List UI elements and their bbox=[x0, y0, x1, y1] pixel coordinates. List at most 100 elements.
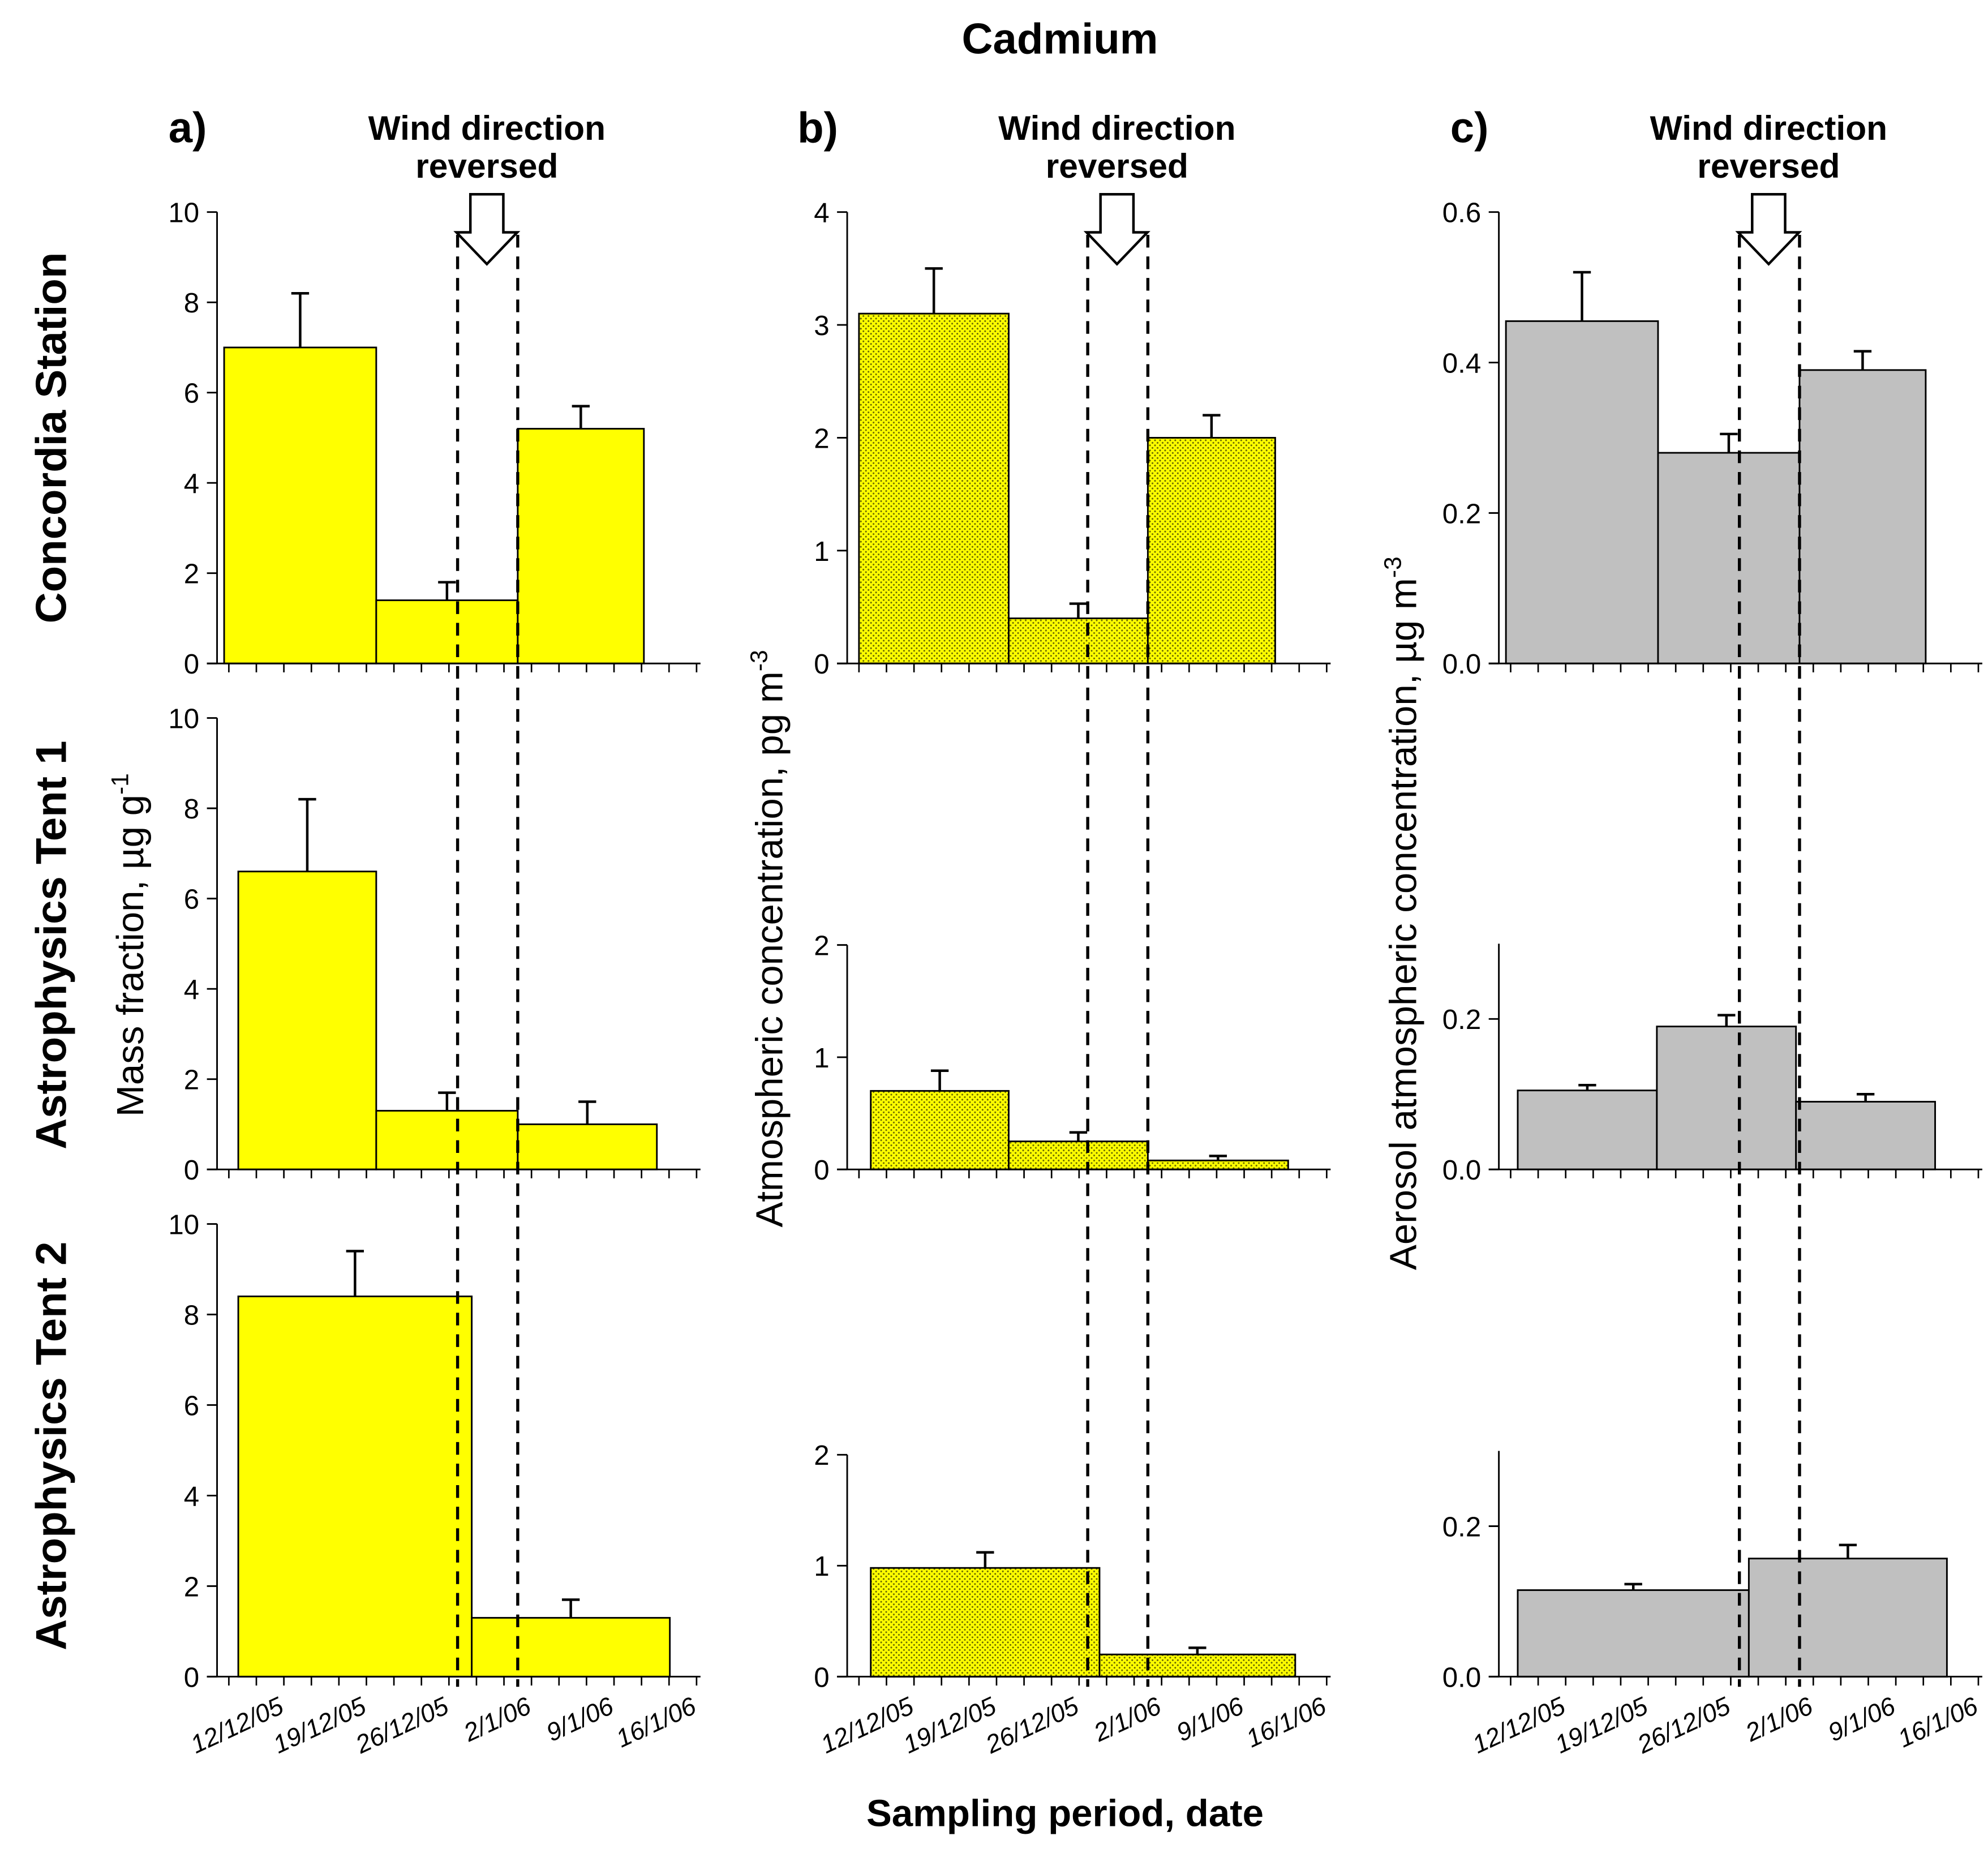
y-tick-label: 1 bbox=[814, 1551, 829, 1582]
x-tick-label: 16/1/06 bbox=[1242, 1692, 1330, 1753]
y-tick-label: 8 bbox=[184, 794, 199, 825]
bar bbox=[1795, 1101, 1937, 1170]
y-tick-label: 4 bbox=[184, 468, 199, 499]
x-tick-label: 9/1/06 bbox=[1824, 1692, 1900, 1747]
x-tick-label: 16/1/06 bbox=[1893, 1692, 1982, 1753]
y-tick-label: 4 bbox=[814, 198, 829, 229]
subplot-row-2: 0 2 4 6 8 10 bbox=[168, 704, 701, 1186]
y-tick-label: 0 bbox=[184, 649, 199, 680]
y-axis-title-text: Mass fraction, µg g bbox=[109, 795, 152, 1117]
x-tick-label: 2/1/06 bbox=[459, 1692, 535, 1747]
bar bbox=[1656, 1026, 1797, 1170]
bar bbox=[375, 1110, 519, 1170]
wind-reversal-arrow-icon bbox=[453, 193, 521, 266]
y-tick-label: 0.2 bbox=[1442, 1511, 1482, 1542]
figure-title: Cadmium bbox=[962, 15, 1158, 63]
y-tick-label: 2 bbox=[814, 1440, 829, 1471]
y-tick-label: 2 bbox=[184, 1065, 199, 1096]
y-tick-label: 0.0 bbox=[1442, 1662, 1482, 1693]
subplot-row-1: 0.0 0.2 0.4 0.6 bbox=[1442, 198, 1982, 680]
bar bbox=[471, 1616, 671, 1678]
bar bbox=[517, 428, 645, 664]
bar bbox=[1657, 452, 1801, 664]
y-axis-title-text: Atmospheric concentration, pg m bbox=[748, 671, 791, 1227]
bar bbox=[1008, 617, 1149, 664]
y-tick-label: 10 bbox=[168, 198, 199, 229]
y-tick-label: 0.4 bbox=[1442, 348, 1482, 379]
x-tick-label: 2/1/06 bbox=[1089, 1692, 1165, 1747]
y-axis-title-superscript: -3 bbox=[1380, 556, 1407, 578]
y-tick-label: 2 bbox=[184, 559, 199, 590]
bar bbox=[1517, 1090, 1658, 1170]
x-tick-label: 9/1/06 bbox=[1172, 1692, 1248, 1747]
y-tick-label: 0 bbox=[814, 649, 829, 680]
x-tick-label: 12/12/05 bbox=[817, 1691, 918, 1759]
y-axis-title: Aerosol atmospheric concentration, µg m-… bbox=[1380, 556, 1425, 1270]
annotation-line-1: Wind direction bbox=[368, 109, 606, 147]
row-label: Astrophysics Tent 2 bbox=[28, 1241, 76, 1650]
y-tick-label: 4 bbox=[184, 974, 199, 1005]
y-tick-label: 0.2 bbox=[1442, 498, 1482, 529]
panel-letter: a) bbox=[169, 104, 207, 152]
panel-letter: b) bbox=[797, 104, 838, 152]
row-label: Astrophysics Tent 1 bbox=[28, 740, 76, 1149]
y-axis-title: Mass fraction, µg g-1 bbox=[106, 773, 152, 1117]
y-tick-label: 1 bbox=[814, 1043, 829, 1074]
bar bbox=[1517, 1589, 1750, 1678]
bar bbox=[517, 1123, 658, 1170]
annotation-line-2: reversed bbox=[1046, 147, 1188, 185]
y-tick-label: 10 bbox=[168, 1209, 199, 1240]
subplot-row-2: 0.0 0.2 bbox=[1442, 943, 1982, 1186]
bar bbox=[1747, 1558, 1948, 1678]
x-axis-title: Sampling period, date bbox=[866, 1792, 1264, 1835]
y-axis-title-superscript: -3 bbox=[745, 650, 772, 671]
x-tick-label: 26/12/05 bbox=[351, 1691, 453, 1759]
y-axis-title-superscript: -1 bbox=[106, 773, 134, 795]
bar bbox=[237, 1296, 473, 1678]
y-tick-label: 0 bbox=[184, 1155, 199, 1186]
y-tick-label: 0 bbox=[814, 1155, 829, 1186]
y-tick-label: 0.0 bbox=[1442, 649, 1482, 680]
y-tick-label: 6 bbox=[184, 1390, 199, 1421]
annotation-line-2: reversed bbox=[415, 147, 558, 185]
y-tick-label: 0.2 bbox=[1442, 1004, 1482, 1035]
row-label: Concordia Station bbox=[28, 252, 76, 624]
y-tick-label: 3 bbox=[814, 310, 829, 341]
y-tick-label: 0 bbox=[184, 1662, 199, 1693]
y-tick-label: 6 bbox=[184, 884, 199, 915]
bar bbox=[237, 870, 377, 1170]
wind-reversal-arrow-icon bbox=[1083, 193, 1150, 266]
bar bbox=[1008, 1140, 1149, 1170]
bar bbox=[870, 1090, 1010, 1170]
bar bbox=[858, 312, 1010, 664]
bar bbox=[1505, 320, 1659, 664]
x-tick-label: 12/12/05 bbox=[186, 1691, 288, 1759]
subplot-row-2: 0 1 2 bbox=[814, 930, 1331, 1186]
x-tick-label: 2/1/06 bbox=[1741, 1692, 1817, 1747]
bar bbox=[1147, 1159, 1289, 1170]
y-tick-label: 4 bbox=[184, 1481, 199, 1512]
x-tick-label: 26/12/05 bbox=[981, 1691, 1083, 1759]
y-tick-label: 0.6 bbox=[1442, 198, 1482, 229]
bar bbox=[1147, 436, 1276, 664]
annotation-line-2: reversed bbox=[1697, 147, 1840, 185]
x-tick-label: 26/12/05 bbox=[1633, 1691, 1735, 1759]
x-tick-label: 19/12/05 bbox=[899, 1691, 1001, 1759]
y-tick-label: 2 bbox=[184, 1571, 199, 1602]
x-tick-label: 19/12/05 bbox=[1551, 1691, 1652, 1759]
y-tick-label: 2 bbox=[814, 930, 829, 962]
annotation-line-1: Wind direction bbox=[1650, 109, 1887, 147]
wind-reversal-arrow-icon bbox=[1735, 193, 1802, 266]
y-tick-label: 6 bbox=[184, 378, 199, 409]
subplot-row-1: 0 1 2 3 4 bbox=[814, 198, 1331, 680]
y-tick-label: 1 bbox=[814, 536, 829, 567]
subplot-row-1: 0 2 4 6 8 10 bbox=[168, 198, 701, 680]
x-tick-label: 16/1/06 bbox=[612, 1692, 701, 1753]
bar bbox=[870, 1567, 1101, 1678]
